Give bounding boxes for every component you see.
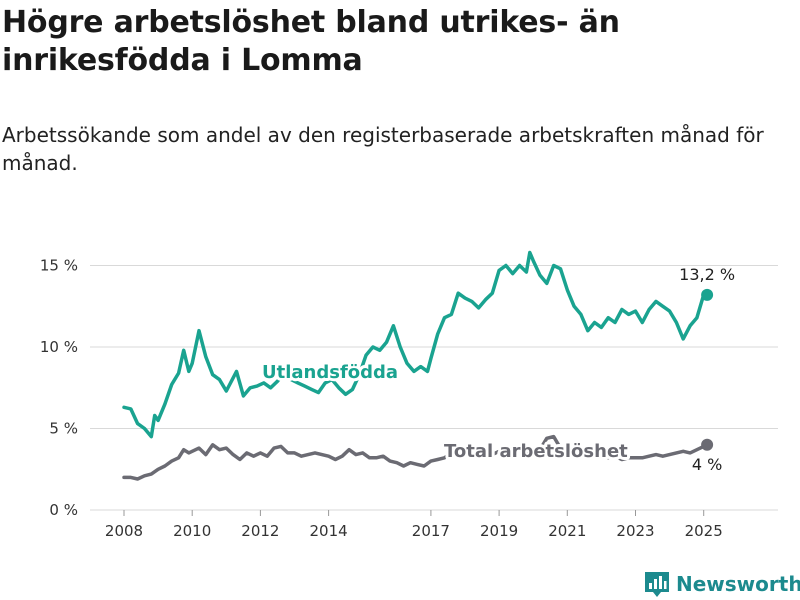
x-tick-label: 2014 (310, 522, 348, 540)
series-end-marker (701, 438, 714, 451)
x-tick-label: 2010 (173, 522, 211, 540)
y-tick-label: 5 % (49, 420, 78, 438)
newsworthy-brand: Newsworthy (644, 568, 800, 600)
y-axis-ticks: 0 % 5 % 10 % 15 % (40, 257, 78, 520)
y-tick-label: 15 % (40, 257, 78, 275)
gridlines (90, 265, 778, 511)
brand-name: Newsworthy (676, 572, 800, 596)
series-name-label: Total arbetslöshet (444, 441, 628, 462)
x-tick-label: 2021 (548, 522, 586, 540)
x-tick-label: 2012 (241, 522, 279, 540)
x-tick-label: 2017 (412, 522, 450, 540)
x-tick-label: 2019 (480, 522, 518, 540)
line-chart: 0 %5 %10 %15 % 2008 2010 2012 2014 2017 2019 2… (40, 250, 778, 540)
chart-title: Högre arbetslöshet bland utrikes- än inr… (2, 5, 620, 78)
x-tick-label: 2025 (685, 522, 723, 540)
y-tick-label: 10 % (40, 338, 78, 356)
series-name-label: Utlandsfödda (262, 362, 398, 383)
series-lines (122, 250, 714, 481)
series-labels: 13,2 % 4 % Utlandsfödda Total arbetslöshet (259, 265, 735, 474)
x-tick-label: 2008 (105, 522, 143, 540)
series-end-label: 4 % (692, 455, 722, 474)
x-tick-label: 2023 (616, 522, 654, 540)
series-end-label: 13,2 % (679, 265, 735, 284)
series-line-utlandsfodda (122, 250, 709, 439)
series-line-total (122, 434, 709, 481)
chart-subtitle: Arbetssökande som andel av den registerb… (2, 123, 764, 175)
series-end-marker (701, 288, 714, 301)
x-axis-ticks: 2008 2010 2012 2014 2017 2019 2021 2023 2025 (105, 510, 723, 540)
y-tick-label: 0 % (49, 501, 78, 519)
newsworthy-logo-icon (645, 572, 669, 597)
